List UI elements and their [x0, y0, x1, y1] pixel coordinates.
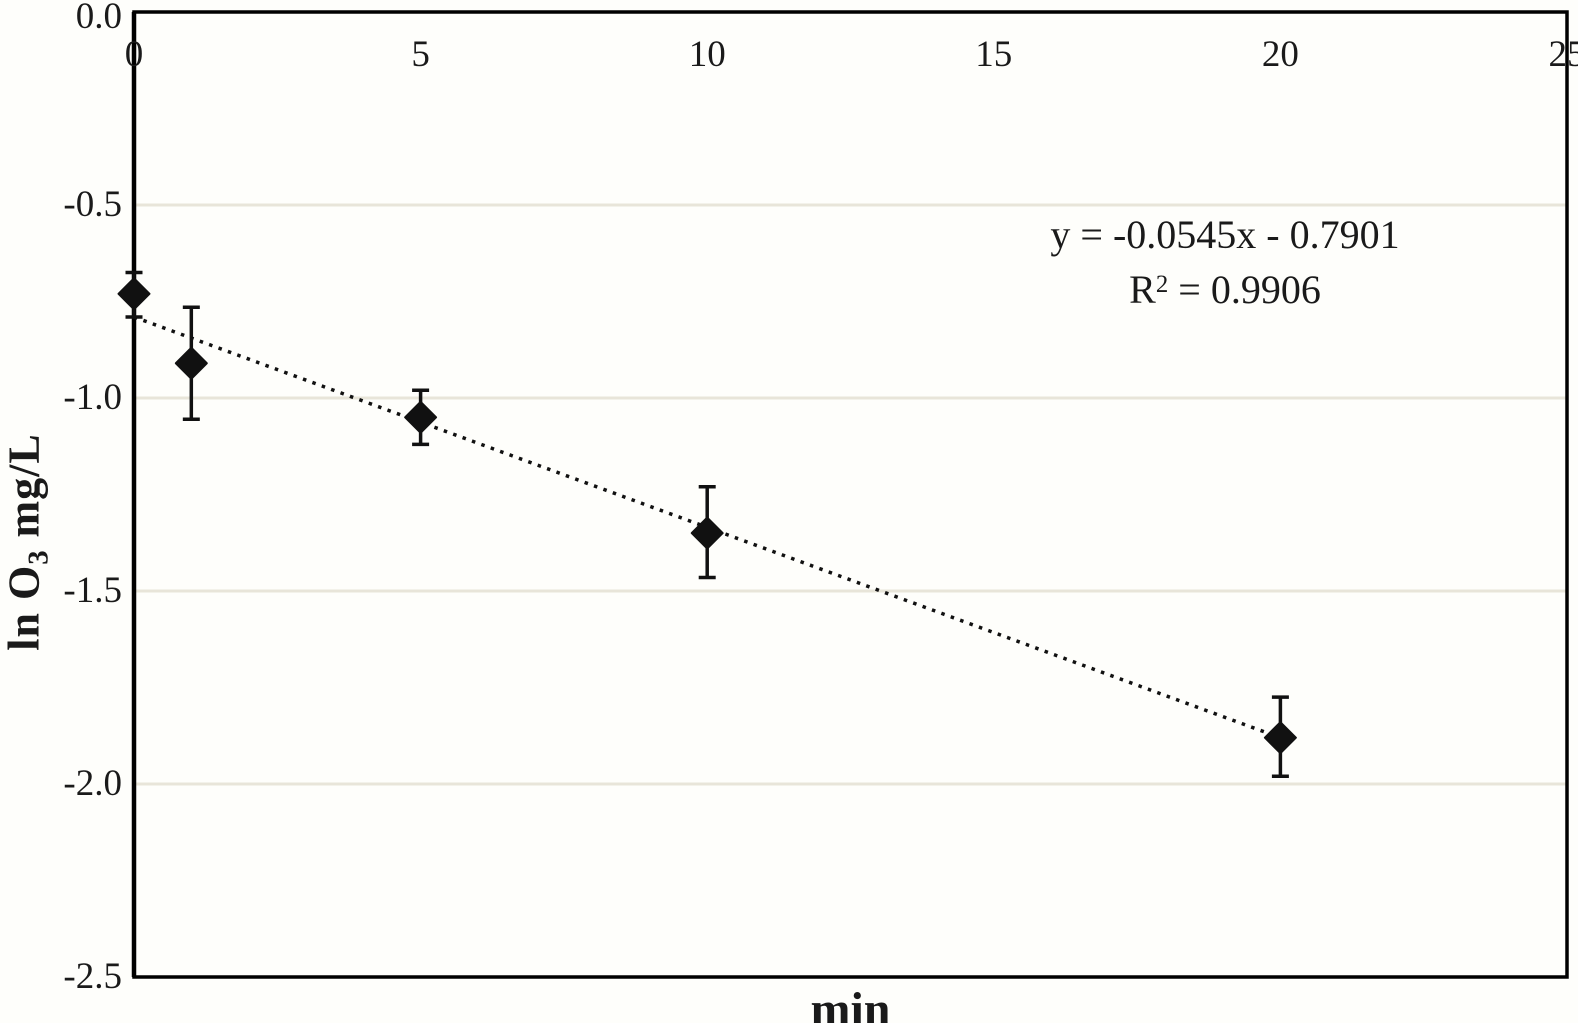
data-point-marker	[404, 400, 438, 434]
r-squared-superscript: 2	[1155, 271, 1169, 298]
y-tick-label: 0.0	[75, 0, 122, 37]
x-tick-label: 5	[411, 34, 430, 75]
x-tick-label: 0	[124, 34, 144, 75]
y-tick-label: -1.0	[63, 377, 122, 418]
y-tick-label: -0.5	[63, 184, 122, 225]
r-squared-pre: R	[1129, 267, 1156, 313]
y-tick-label: -1.5	[63, 570, 122, 611]
data-point-marker	[174, 346, 208, 380]
data-point-marker	[690, 516, 724, 550]
trendline-equation: y = -0.0545x - 0.7901	[1050, 212, 1400, 257]
y-axis-title: ln O3 mg/L	[0, 433, 55, 650]
x-tick-label: 25	[1548, 34, 1578, 75]
r-squared-value: R2 = 0.9906	[1020, 260, 1430, 315]
trendline-annotation: y = -0.0545x - 0.7901 R2 = 0.9906	[1020, 210, 1430, 315]
x-tick-label: 20	[1261, 34, 1299, 75]
y-tick-label: -2.5	[63, 956, 122, 997]
plot-frame	[132, 10, 1569, 979]
x-tick-label: 15	[975, 34, 1013, 75]
y-tick-label: -2.0	[63, 763, 122, 804]
x-axis-title: min	[810, 983, 891, 1023]
x-tick-label: 10	[688, 34, 726, 75]
y-axis-title-subscript: 3	[23, 549, 55, 565]
data-point-marker	[117, 277, 151, 311]
y-axis-title-post: mg/L	[0, 433, 49, 550]
r-squared-post: = 0.9906	[1168, 267, 1321, 313]
data-point-marker	[1263, 721, 1297, 755]
